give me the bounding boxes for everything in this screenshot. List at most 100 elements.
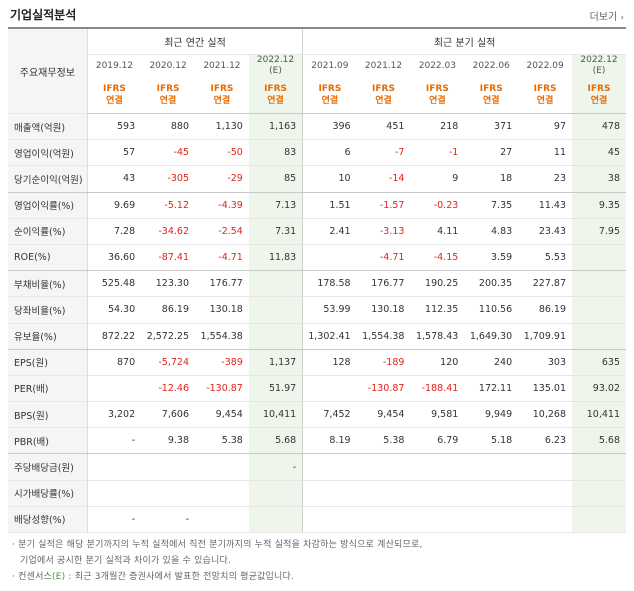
table-cell: 27 [464,139,519,167]
ifrs-label: IFRS [156,84,180,94]
table-cell: 9.35 [572,192,626,219]
row-label: ROE(%) [8,244,88,272]
footnote-3-mark: (E) [52,572,66,582]
table-cell: 9,581 [410,401,465,429]
row-label: 매출액(억원) [8,113,88,141]
table-cell [141,453,195,481]
annual-group-header: 최근 연간 실적 [87,28,303,55]
table-cell [248,323,303,350]
table-cell: 1,137 [248,349,303,376]
table-cell: 93.02 [572,375,626,403]
table-cell: 120 [410,349,465,376]
table-cell [572,480,626,507]
period-header: 2022.06 [464,55,518,78]
table-cell: 2,572.25 [141,323,195,350]
table-cell: 10,411 [248,401,303,429]
table-cell: 10,411 [572,401,626,429]
period-header: 2021.12 [357,55,411,78]
table-cell: -4.15 [410,244,465,272]
table-cell: -4.39 [195,192,249,219]
period-header: 2022.12 (E) [248,54,303,77]
footnote-3-suffix: : 최근 3개월간 증권사에서 발표한 전망치의 평균값입니다. [65,572,295,582]
table-cell: 7.35 [464,192,519,219]
table-cell [87,453,142,481]
table-cell: 6.79 [410,427,465,455]
row-label: 영업이익률(%) [8,192,88,219]
ifrs-label: IFRS [264,84,287,94]
estimate-mark: (E) [269,66,282,76]
ifrs-header: IFRS 연결 [410,77,465,114]
more-link[interactable]: 더보기 › [590,8,624,23]
table-row: 순이익률(%) 7.28 -34.62 -2.54 7.31 2.41 -3.13 4.11 4… [8,218,626,245]
period-header: 2021.12 [195,55,249,78]
period-label: 2022.03 [418,61,456,71]
table-cell: -3.13 [356,218,411,245]
table-cell [302,506,357,534]
table-cell: 11.83 [248,244,303,272]
table-cell: 10,268 [518,401,573,429]
table-row: PER(배) -12.46 -130.87 51.97 -130.87 -188.41 17… [8,375,626,403]
table-cell: 303 [518,349,573,376]
row-label: 유보율(%) [8,323,88,350]
period-label: 2019.12 [95,61,134,71]
table-cell [356,506,411,534]
table-row: 유보율(%) 872.22 2,572.25 1,554.38 1,302.41 1,55… [8,323,626,350]
row-label: PER(배) [8,375,88,403]
row-label: 시가배당률(%) [8,480,88,507]
table-cell [410,480,465,507]
table-row: PBR(배) -9.38 5.38 5.68 8.19 5.38 6.79 5.18 6.23 5… [8,427,626,455]
table-cell: 9,949 [464,401,519,429]
table-cell [87,480,142,507]
table-cell: 9.38 [141,427,195,455]
table-cell [572,453,626,481]
table-cell: 870 [87,349,142,376]
ifrs-header: IFRS 연결 [464,77,519,114]
table-cell: 10 [302,165,357,193]
table-cell: 7,606 [141,401,195,429]
table-cell: 1.51 [302,192,357,219]
table-cell: 1,578.43 [410,323,465,350]
table-cell [410,506,465,534]
table-cell: -34.62 [141,218,195,245]
table-cell: 172.11 [464,375,519,403]
table-cell: 880 [141,113,195,141]
period-label: 2021.09 [311,61,349,71]
ifrs-header: IFRS 연결 [572,77,626,114]
table-cell: 1,163 [248,113,303,141]
table-cell: - [87,506,142,534]
table-cell: 112.35 [410,296,465,324]
table-cell: 1,554.38 [356,323,411,350]
table-cell: 53.99 [302,296,357,324]
table-cell: 176.77 [356,270,411,298]
table-cell: -45 [141,139,195,167]
period-header: 2022.12 (E) [572,54,626,77]
ifrs-label: IFRS [479,84,503,94]
table-cell: 57 [87,139,142,167]
table-cell [248,270,303,298]
table-cell: 5.68 [572,427,626,455]
ifrs-header: IFRS 연결 [195,77,249,114]
period-label: 2022.09 [526,61,564,71]
period-header: 2021.09 [302,54,357,77]
table-cell: 43 [87,165,142,193]
table-cell: 3.59 [464,244,519,272]
consolidated-label: 연결 [536,96,554,106]
ifrs-header: IFRS 연결 [302,77,357,114]
consolidated-label: 연결 [429,96,446,106]
table-cell: 5.38 [195,427,249,455]
row-label: 순이익률(%) [8,218,88,245]
estimate-mark: (E) [592,66,606,76]
table-cell: 635 [572,349,626,376]
row-label: 당좌비율(%) [8,296,88,324]
period-label: 2021.12 [203,61,241,71]
table-row: 배당성향(%) - - [8,506,626,534]
table-cell: -188.41 [410,375,465,403]
table-cell: 396 [302,113,357,141]
table-cell: -5,724 [141,349,195,376]
table-cell [302,244,357,272]
table-cell: -12.46 [141,375,195,403]
ifrs-label: IFRS [587,84,611,94]
table-cell: 1,554.38 [195,323,249,350]
table-cell: -130.87 [356,375,411,403]
table-cell [464,506,519,534]
